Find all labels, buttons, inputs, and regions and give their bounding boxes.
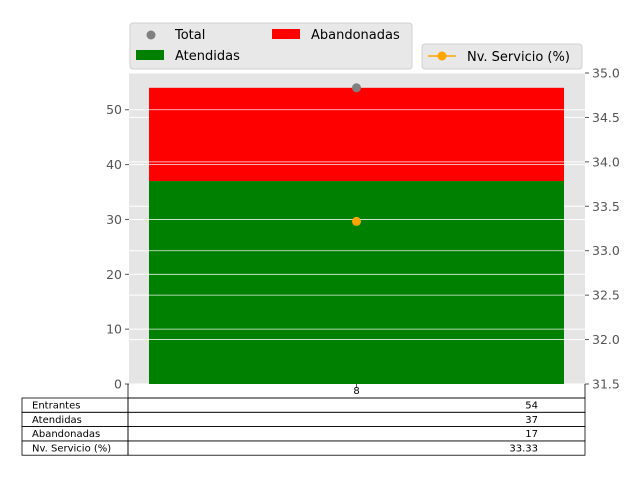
table-value-cell <box>127 426 586 442</box>
legend-right: Nv. Servicio (%) <box>421 43 583 70</box>
legend-atendidas-swatch <box>136 50 164 60</box>
y-tick-label-right: 34.5 <box>592 110 620 125</box>
x-axis: 8 <box>353 384 360 397</box>
table-row-value: 17 <box>525 429 538 440</box>
legend-total-label: Total <box>174 28 205 43</box>
y-tick-label-left: 50 <box>106 102 122 117</box>
y-tick-label-right: 32.0 <box>592 332 620 347</box>
table-row-value: 37 <box>525 415 538 426</box>
points <box>352 83 361 226</box>
y-tick-label-left: 40 <box>106 157 122 172</box>
table-value-cell <box>127 397 586 413</box>
legend-left: Total Abandonadas Atendidas <box>129 22 413 70</box>
bar-atendidas <box>149 181 564 384</box>
point-total <box>352 83 361 93</box>
table-row-value: 33.33 <box>509 443 538 454</box>
table-value-cell <box>127 411 586 427</box>
table-row-label: Entrantes <box>32 401 80 412</box>
y-tick-label-left: 20 <box>106 267 122 282</box>
bar-abandonadas <box>149 87 564 182</box>
legend-abandonadas-label: Abandonadas <box>311 28 400 43</box>
y-tick-label-right: 34.0 <box>592 154 620 169</box>
table-value-cell <box>127 440 586 456</box>
legend-servicio-label: Nv. Servicio (%) <box>467 50 570 65</box>
table-row-value: 54 <box>525 401 538 412</box>
legend-total-marker <box>146 30 156 40</box>
legend-abandonadas-swatch <box>272 29 300 39</box>
y-tick-label-right: 35.0 <box>592 66 620 81</box>
legend-atendidas-label: Atendidas <box>175 49 240 64</box>
y-tick-label-left: 10 <box>106 322 122 337</box>
bars <box>149 87 564 384</box>
y-axis-right: 31.5 32.0 32.5 33.0 33.5 34.0 34.5 35.0 <box>585 66 620 392</box>
table-row-label: Nv. Servicio (%) <box>32 443 111 454</box>
table-row-label: Abandonadas <box>32 429 100 440</box>
y-axis-left: 0 10 20 30 40 50 <box>106 102 129 392</box>
point-nv-servicio <box>352 216 361 226</box>
y-tick-label-right: 33.0 <box>592 243 620 258</box>
y-tick-label-right: 32.5 <box>592 288 620 303</box>
y-tick-label-right: 33.5 <box>592 199 620 214</box>
legend-left-box <box>129 22 413 70</box>
x-category-label: 8 <box>353 386 359 397</box>
y-tick-label-left: 30 <box>106 212 122 227</box>
table-row-label: Atendidas <box>32 415 82 426</box>
data-table: Entrantes 54 Atendidas 37 Abandonadas 17 Nv. S… <box>21 384 586 456</box>
y-tick-label-right: 31.5 <box>592 377 620 392</box>
y-tick-label-left: 0 <box>114 377 122 392</box>
legend-right-box <box>421 43 583 70</box>
legend-servicio-marker <box>437 51 447 61</box>
